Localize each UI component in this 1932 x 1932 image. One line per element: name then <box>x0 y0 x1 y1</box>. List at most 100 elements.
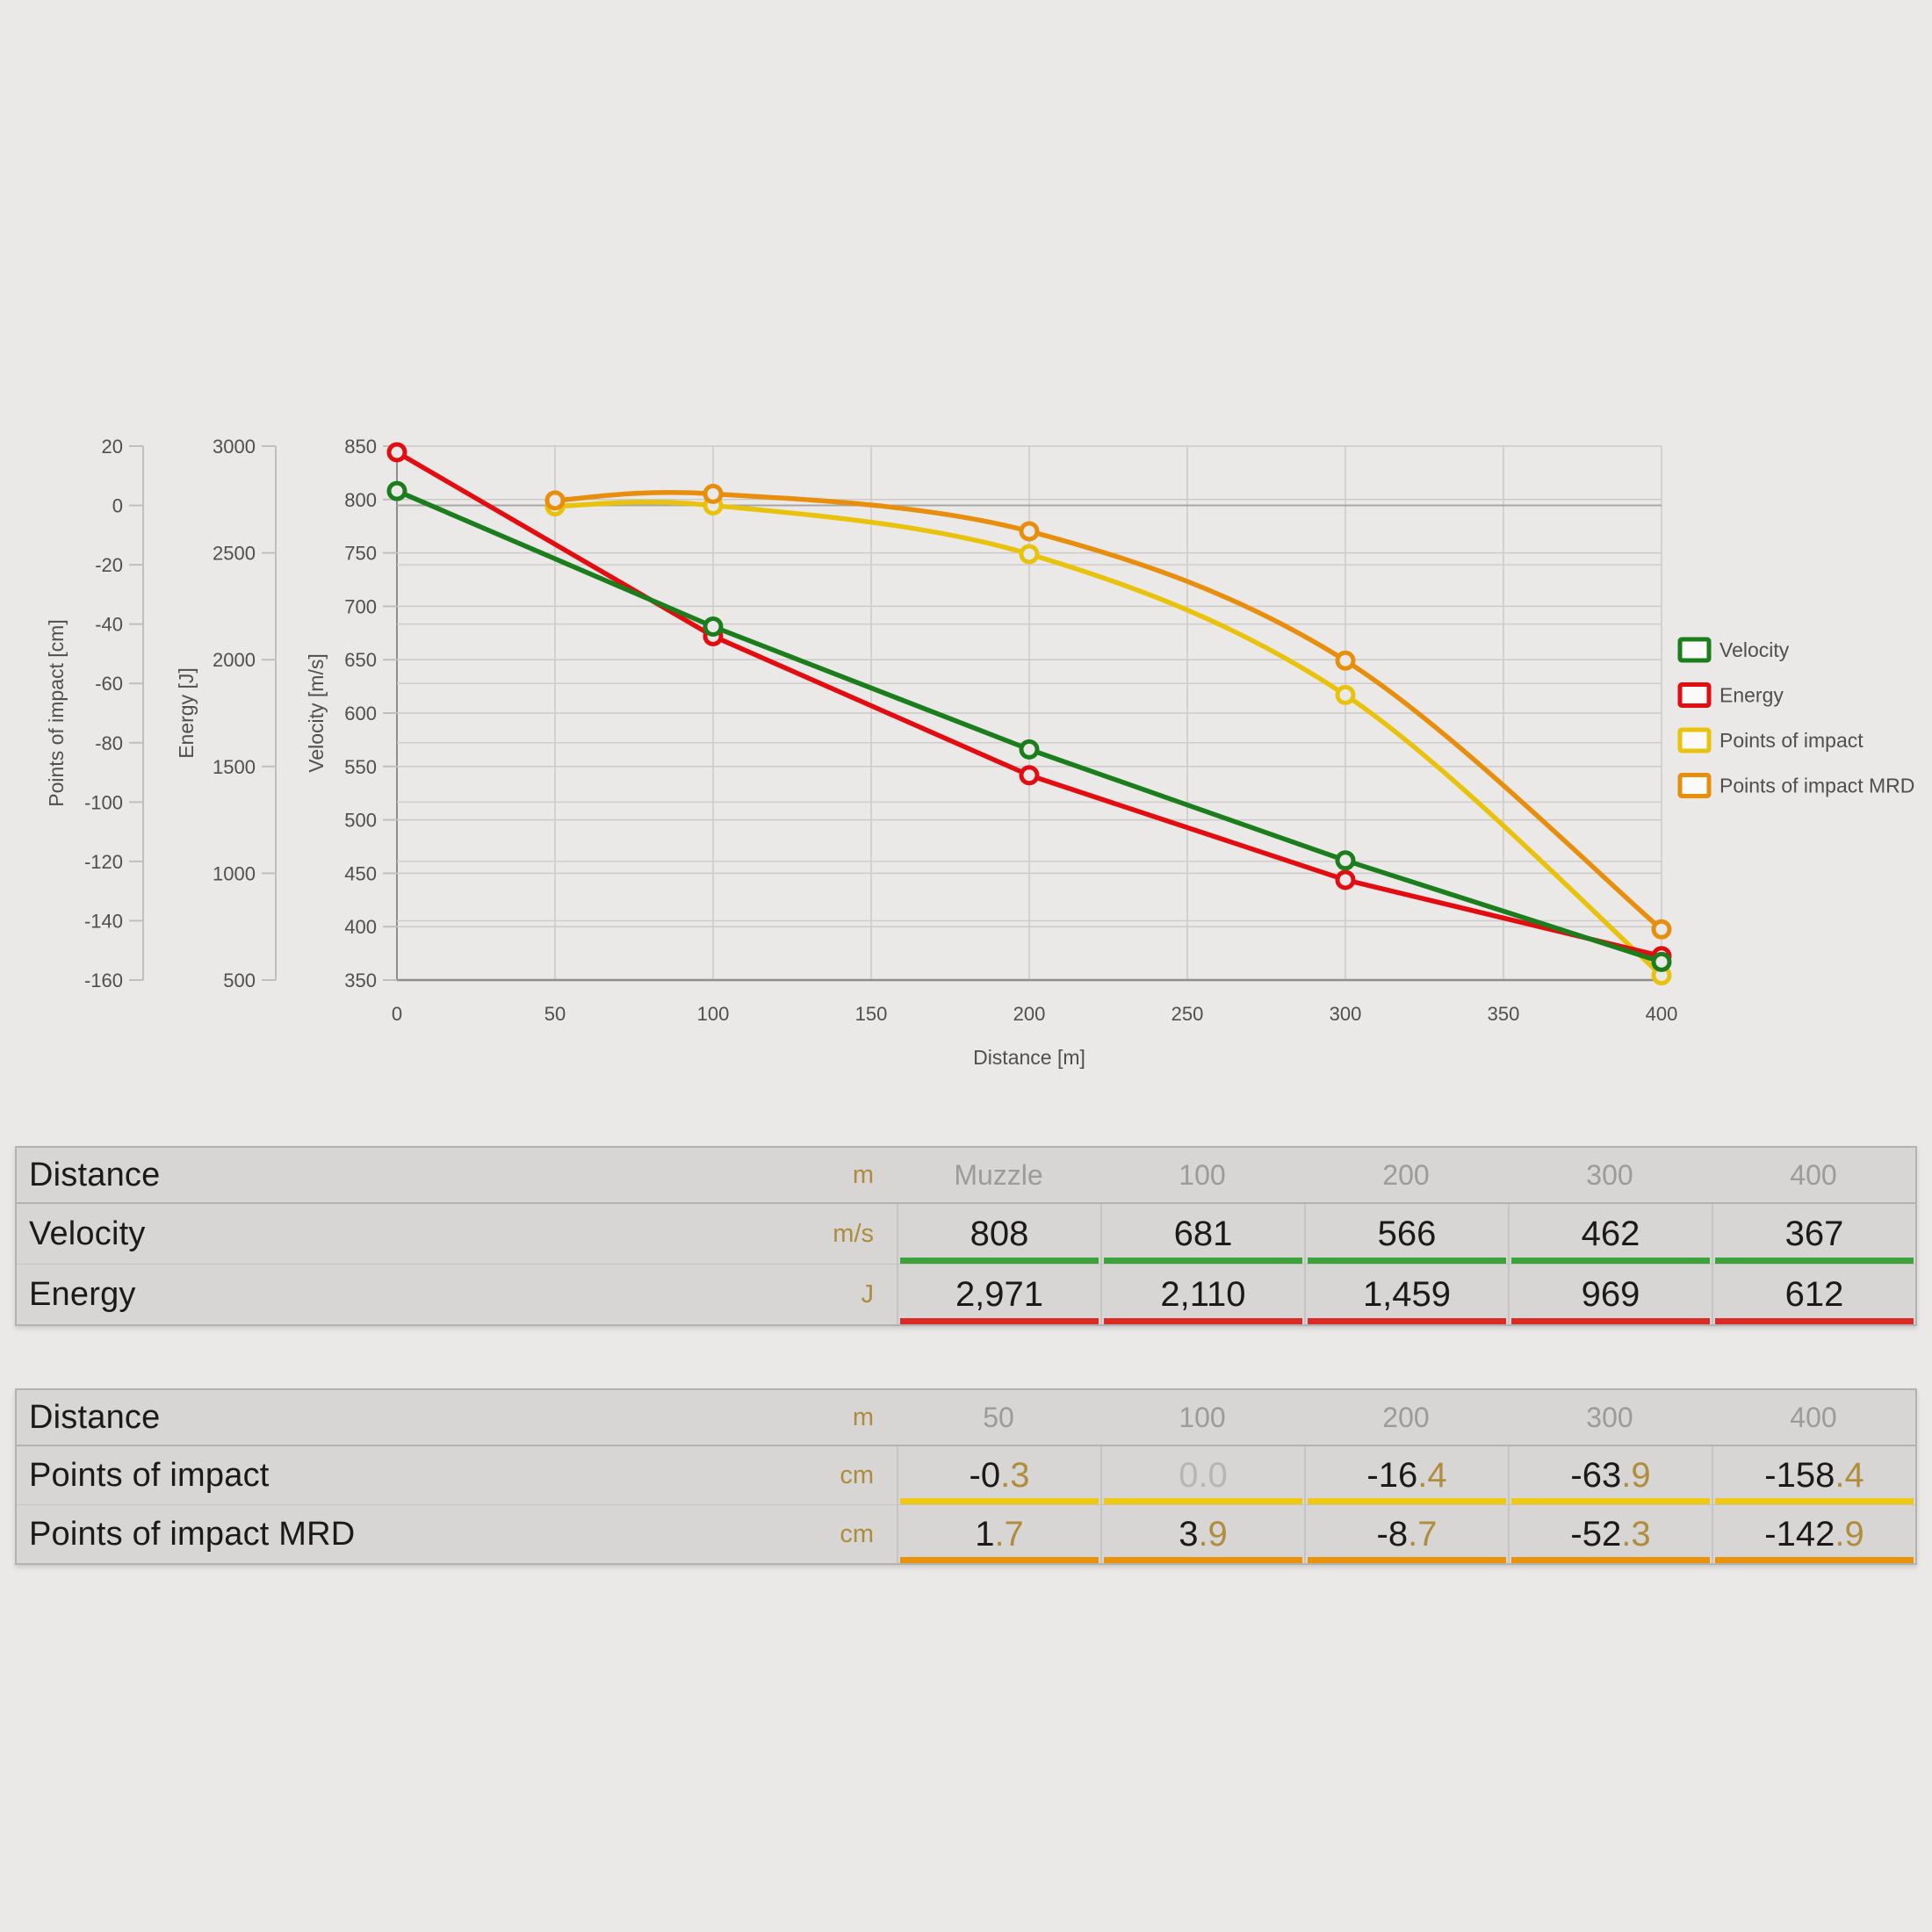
points-of-impact-row: Points of impact cm -0.3 0.0 -16.4 -63.9 -15… <box>17 1446 1915 1505</box>
svg-text:300: 300 <box>1330 1003 1362 1025</box>
points-of-impact-mrd-row: Points of impact MRD cm 1.7 3.9 -8.7 -52.3-… <box>17 1505 1915 1563</box>
row-label: Energy <box>29 1275 136 1313</box>
column-header-cell: 200 <box>1382 1401 1430 1433</box>
value-cell: -0.3 <box>897 1446 1100 1504</box>
data-point <box>386 442 407 463</box>
legend-label: Energy <box>1719 684 1784 707</box>
series-line <box>552 490 1664 932</box>
svg-text:Points of impact [cm]: Points of impact [cm] <box>45 619 68 806</box>
svg-text:450: 450 <box>344 862 377 884</box>
row-label: Points of impact <box>29 1456 270 1494</box>
svg-text:Velocity [m/s]: Velocity [m/s] <box>305 653 328 772</box>
svg-text:-40: -40 <box>95 614 123 636</box>
series-color-underline <box>1511 1557 1710 1563</box>
data-point <box>1335 650 1356 671</box>
series-color-underline <box>1715 1258 1914 1264</box>
svg-text:800: 800 <box>344 489 377 511</box>
series-color-underline <box>1104 1557 1302 1563</box>
data-point <box>1019 544 1040 565</box>
series-color-underline <box>1308 1498 1506 1504</box>
row-unit: cm <box>840 1519 874 1548</box>
series-color-underline <box>1104 1318 1302 1324</box>
series-color-underline <box>1511 1258 1710 1264</box>
points-of-impact-table: Distance m 50 100 200 300 400 Points of impa… <box>15 1388 1917 1565</box>
svg-text:500: 500 <box>223 970 256 991</box>
value-cell: -16.4 <box>1304 1446 1508 1504</box>
value-cell: 2,110 <box>1100 1265 1304 1324</box>
row-label-cell: Points of impact cm <box>17 1446 897 1504</box>
value-cell: 969 <box>1508 1265 1712 1324</box>
svg-text:650: 650 <box>344 649 377 671</box>
series-color-underline <box>900 1318 1099 1324</box>
value-cell: -158.4 <box>1712 1446 1915 1504</box>
row-unit: J <box>861 1280 875 1308</box>
svg-text:350: 350 <box>344 970 377 991</box>
row-label-cell: Points of impact MRD cm <box>17 1505 897 1563</box>
series-color-underline <box>1715 1557 1914 1563</box>
legend-swatch <box>1677 773 1712 798</box>
svg-text:100: 100 <box>697 1003 730 1025</box>
column-header-cell: 100 <box>1179 1158 1226 1191</box>
value-cell: 612 <box>1712 1265 1915 1324</box>
svg-text:-100: -100 <box>84 791 123 813</box>
column-header-cell: 200 <box>1382 1158 1430 1191</box>
column-header-cell: 300 <box>1586 1401 1633 1433</box>
column-header-cell: 100 <box>1179 1401 1226 1433</box>
series-color-underline <box>900 1498 1099 1504</box>
data-point <box>1335 869 1356 890</box>
table-header-row: Distance m 50 100 200 300 400 <box>17 1390 1915 1446</box>
series-color-underline <box>1308 1318 1506 1324</box>
value-cell: 1,459 <box>1304 1265 1508 1324</box>
column-header-cell: 50 <box>983 1401 1014 1433</box>
legend-swatch <box>1677 682 1712 708</box>
ballistics-chart: -160 -140 -120 -100 -80 -60 -40 -20 0 20 Points of… <box>45 436 1914 1069</box>
svg-text:-60: -60 <box>95 673 123 695</box>
row-label: Velocity <box>29 1215 146 1252</box>
value-cell: 2,971 <box>897 1265 1100 1324</box>
series-line <box>552 500 1664 978</box>
data-point <box>1651 951 1672 972</box>
value-cell: 3.9 <box>1100 1505 1304 1563</box>
series-color-underline <box>1715 1318 1914 1324</box>
svg-text:3000: 3000 <box>213 436 256 458</box>
value-cell: 566 <box>1304 1204 1508 1264</box>
legend-label: Points of impact MRD <box>1719 775 1914 797</box>
svg-text:750: 750 <box>344 543 377 565</box>
row-label: Points of impact MRD <box>29 1515 356 1553</box>
svg-text:200: 200 <box>1013 1003 1046 1025</box>
series-color-underline <box>900 1557 1099 1563</box>
legend-label: Points of impact <box>1719 729 1864 752</box>
svg-text:250: 250 <box>1171 1003 1204 1025</box>
value-cell: -52.3 <box>1508 1505 1712 1563</box>
series-color-underline <box>1715 1498 1914 1504</box>
value-cell: 808 <box>897 1204 1100 1264</box>
series-color-underline <box>1511 1318 1710 1324</box>
row-label: Distance <box>29 1156 161 1193</box>
row-unit: m <box>852 1160 874 1189</box>
svg-text:700: 700 <box>344 595 377 617</box>
velocity-row: Velocity m/s 808 681 566 462 367 <box>17 1204 1915 1265</box>
value-cell: 462 <box>1508 1204 1712 1264</box>
data-point <box>1335 850 1356 871</box>
value-cell: -142.9 <box>1712 1505 1915 1563</box>
header-label-cell: Distance m <box>17 1390 897 1445</box>
series-color-underline <box>1308 1258 1506 1264</box>
data-point <box>703 616 724 638</box>
data-point <box>1019 739 1040 760</box>
svg-text:550: 550 <box>344 756 377 778</box>
series-color-underline <box>1308 1557 1506 1563</box>
svg-text:600: 600 <box>344 703 377 724</box>
svg-text:1500: 1500 <box>213 756 256 778</box>
row-label-cell: Energy J <box>17 1265 897 1324</box>
data-point <box>1019 765 1040 786</box>
data-point <box>1335 684 1356 705</box>
svg-text:0: 0 <box>112 495 123 517</box>
data-point <box>544 490 566 511</box>
column-header-cell: 400 <box>1790 1401 1837 1433</box>
column-header-cell: 300 <box>1586 1158 1633 1191</box>
svg-text:Energy [J]: Energy [J] <box>175 667 198 759</box>
svg-text:850: 850 <box>344 436 377 458</box>
series-color-underline <box>1104 1498 1302 1504</box>
svg-text:1000: 1000 <box>213 862 256 884</box>
